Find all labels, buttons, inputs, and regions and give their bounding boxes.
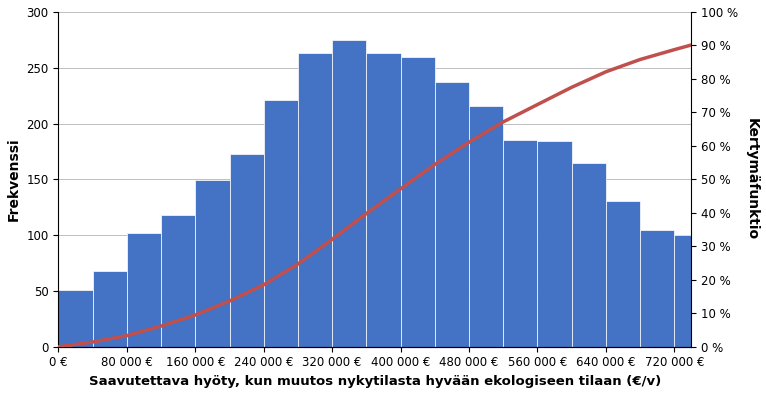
Bar (538, 141, 571, 347)
Bar (503, 140, 538, 347)
Bar (709, 259, 743, 347)
Bar (298, 53, 332, 347)
Bar (127, 233, 161, 347)
Bar (58, 290, 93, 347)
Bar (640, 229, 674, 347)
Bar (674, 235, 709, 347)
Bar (743, 272, 766, 347)
Bar (332, 40, 366, 347)
Bar (195, 181, 230, 347)
Bar (264, 100, 298, 347)
X-axis label: Saavutettava hyöty, kun muutos nykytilasta hyvään ekologiseen tilaan (€/v): Saavutettava hyöty, kun muutos nykytilas… (89, 375, 661, 388)
Bar (366, 53, 401, 347)
Y-axis label: Kertymäfunktio: Kertymäfunktio (745, 118, 759, 241)
Bar (469, 106, 503, 347)
Bar (606, 201, 640, 347)
Bar (161, 215, 195, 347)
Bar (435, 82, 469, 347)
Bar (93, 271, 127, 347)
Bar (230, 154, 264, 347)
Bar (571, 163, 606, 347)
Bar (401, 56, 435, 347)
Y-axis label: Frekvenssi: Frekvenssi (7, 137, 21, 221)
